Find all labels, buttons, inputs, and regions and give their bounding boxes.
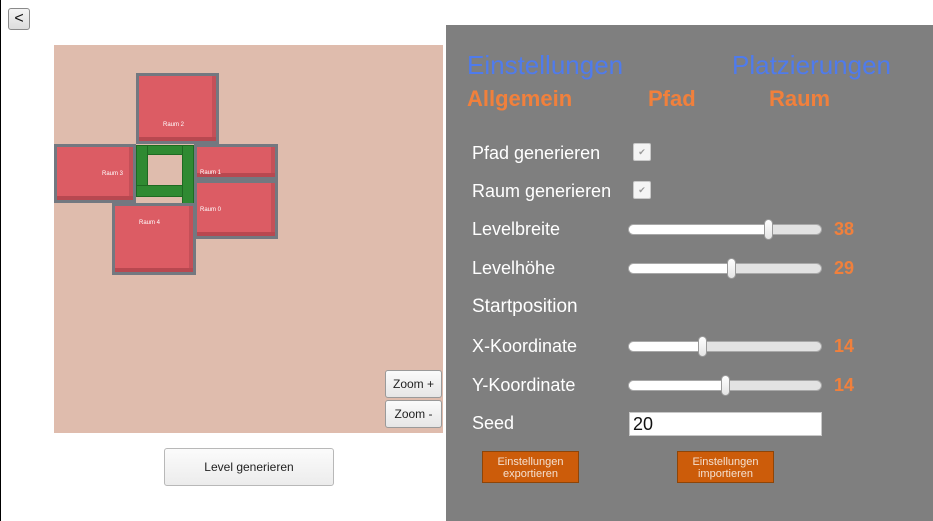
- slider-thumb[interactable]: [726, 258, 736, 279]
- tab-platzierungen[interactable]: Platzierungen: [732, 50, 891, 80]
- tab-allgemein[interactable]: Allgemein: [467, 86, 573, 111]
- tab-pfad[interactable]: Pfad: [648, 86, 696, 111]
- path-top: [136, 145, 192, 155]
- checkmark-icon: ✔: [638, 185, 646, 195]
- y-koordinate-slider[interactable]: [628, 375, 822, 396]
- slider-thumb[interactable]: [763, 219, 773, 240]
- slider-fill: [629, 381, 725, 390]
- room-0[interactable]: Raum 0: [194, 180, 278, 239]
- x-koordinate-value: 14: [834, 336, 855, 356]
- levelhoehe-value: 29: [834, 258, 855, 278]
- slider-track: [628, 263, 822, 274]
- room-label: Raum 1: [200, 170, 222, 176]
- x-koordinate-label: X-Koordinate: [472, 336, 578, 356]
- export-settings-button[interactable]: Einstellungen exportieren: [482, 451, 579, 483]
- generate-level-button[interactable]: Level generieren: [164, 448, 334, 486]
- levelhoehe-label: Levelhöhe: [472, 258, 556, 278]
- slider-track: [628, 224, 822, 235]
- window-left-edge: [0, 0, 1, 521]
- y-koordinate-value: 14: [834, 375, 855, 395]
- level-map[interactable]: Raum 2 Raum 3 Raum 1 Raum 0 Raum 4: [54, 45, 443, 433]
- slider-track: [628, 341, 822, 352]
- levelbreite-label: Levelbreite: [472, 219, 561, 239]
- zoom-in-button[interactable]: Zoom +: [385, 370, 442, 398]
- checkmark-icon: ✔: [638, 147, 646, 157]
- room-label: Raum 0: [200, 207, 222, 213]
- seed-label: Seed: [472, 413, 515, 433]
- tab-einstellungen[interactable]: Einstellungen: [467, 50, 624, 80]
- room-label: Raum 4: [139, 220, 161, 226]
- levelbreite-value: 38: [834, 219, 855, 239]
- levelbreite-slider[interactable]: [628, 219, 822, 240]
- startposition-heading: Startposition: [472, 296, 578, 317]
- import-settings-button[interactable]: Einstellungen importieren: [677, 451, 774, 483]
- slider-fill: [629, 264, 731, 273]
- room-2[interactable]: Raum 2: [136, 73, 219, 144]
- raum-generieren-label: Raum generieren: [472, 181, 612, 201]
- x-koordinate-slider[interactable]: [628, 336, 822, 357]
- pfad-generieren-label: Pfad generieren: [472, 143, 601, 163]
- seed-input[interactable]: [629, 412, 822, 436]
- slider-fill: [629, 225, 768, 234]
- settings-panel: Einstellungen Platzierungen Allgemein Pf…: [446, 25, 933, 521]
- levelhoehe-slider[interactable]: [628, 258, 822, 279]
- back-button[interactable]: <: [8, 8, 30, 30]
- slider-fill: [629, 342, 702, 351]
- slider-thumb[interactable]: [697, 336, 707, 357]
- room-label: Raum 2: [163, 122, 185, 128]
- room-1[interactable]: Raum 1: [194, 144, 278, 180]
- pfad-generieren-checkbox[interactable]: ✔: [633, 143, 651, 161]
- slider-thumb[interactable]: [721, 375, 730, 396]
- room-4[interactable]: Raum 4: [112, 203, 196, 275]
- raum-generieren-checkbox[interactable]: ✔: [633, 181, 651, 199]
- room-label: Raum 3: [102, 171, 124, 177]
- zoom-out-button[interactable]: Zoom -: [385, 400, 442, 428]
- path-left: [136, 145, 148, 195]
- tab-raum[interactable]: Raum: [769, 86, 831, 111]
- room-3[interactable]: Raum 3: [54, 144, 136, 203]
- y-koordinate-label: Y-Koordinate: [472, 375, 576, 395]
- path-bottom: [136, 185, 192, 197]
